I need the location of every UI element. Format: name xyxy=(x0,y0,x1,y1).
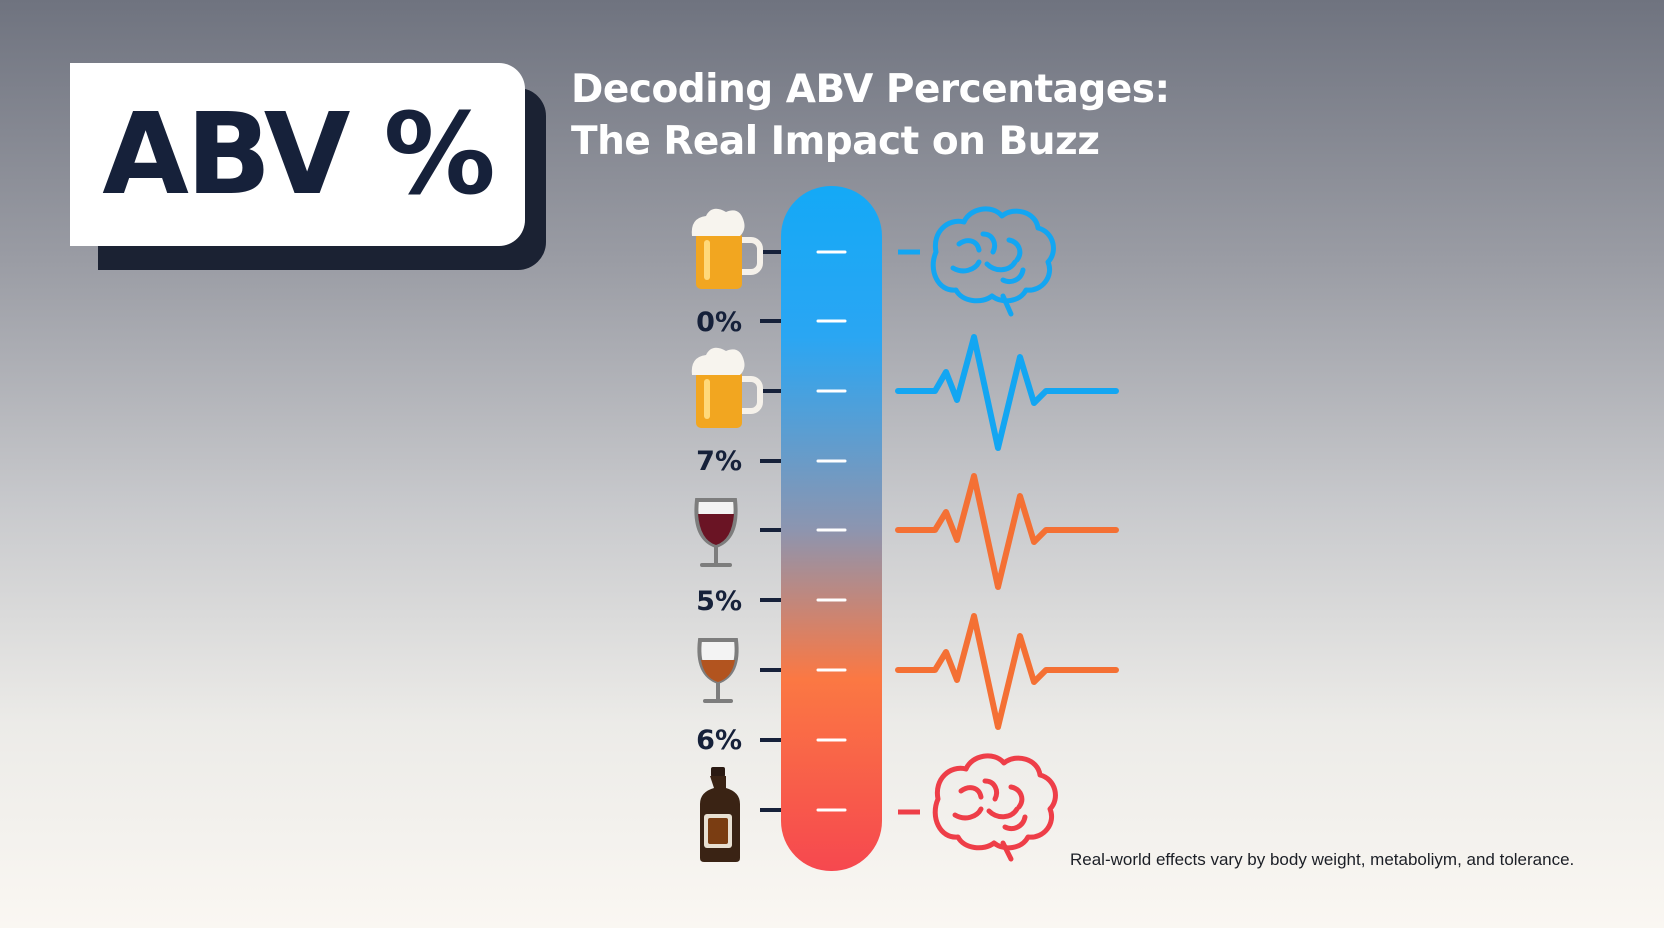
abv-label-4: 6% xyxy=(696,725,742,756)
abv-badge: ABV % xyxy=(70,63,525,246)
thermometer-inner-ticks xyxy=(816,250,847,812)
liquor-bottle-icon xyxy=(700,767,740,862)
blue-pulse-wave-icon xyxy=(895,334,1119,451)
red-brain-icon xyxy=(932,753,1058,862)
abv-label-1: 0% xyxy=(696,307,742,338)
orange-pulse-wave-icon xyxy=(895,613,1119,730)
beer-mug-icon xyxy=(691,347,763,428)
beer-mug-icon xyxy=(691,208,763,289)
abv-label-2: 7% xyxy=(696,446,742,477)
title-line-2: The Real Impact on Buzz xyxy=(571,119,1100,164)
abv-badge-label: ABV % xyxy=(102,89,495,220)
blue-brain-icon xyxy=(930,206,1056,317)
amber-wine-glass-icon xyxy=(697,638,739,703)
orange-pulse-wave-icon xyxy=(895,473,1119,590)
page-title: Decoding ABV Percentages: The Real Impac… xyxy=(571,64,1170,168)
scale-left-ticks xyxy=(760,250,781,812)
abv-label-3: 5% xyxy=(696,586,742,617)
title-line-1: Decoding ABV Percentages: xyxy=(571,67,1170,112)
footnote: Real-world effects vary by body weight, … xyxy=(1070,850,1575,869)
red-wine-glass-icon xyxy=(694,498,738,567)
